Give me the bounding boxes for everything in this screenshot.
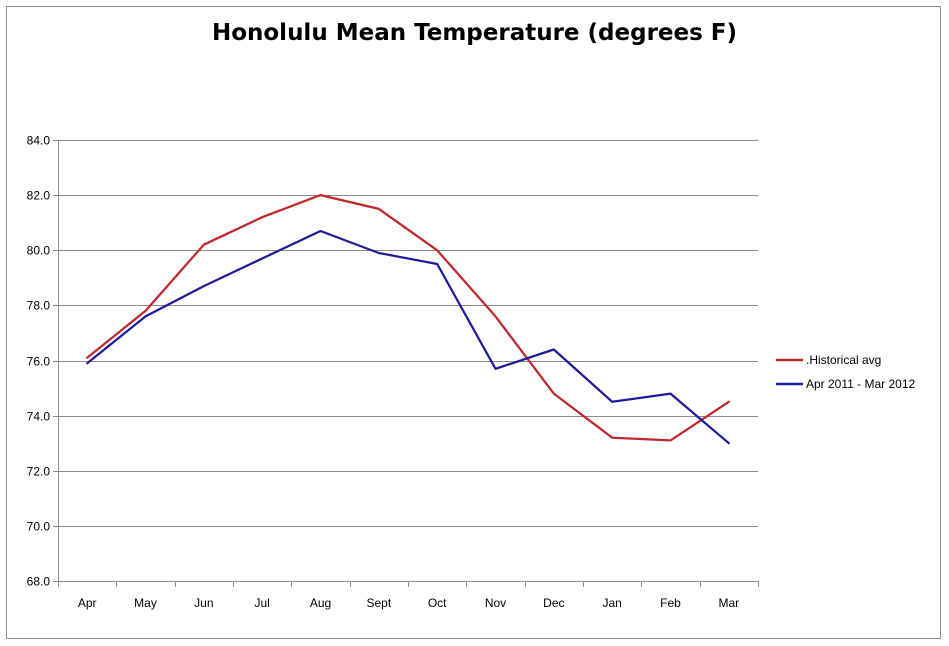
x-tick-label: Jun bbox=[194, 596, 213, 610]
gridlines bbox=[58, 140, 758, 527]
series-line-1 bbox=[86, 193, 730, 442]
x-tick-label: Dec bbox=[543, 596, 564, 610]
y-tick-label: 70.0 bbox=[27, 520, 51, 534]
x-tick-label: May bbox=[134, 596, 157, 610]
legend-label: Apr 2011 - Mar 2012 bbox=[806, 377, 915, 391]
axes bbox=[53, 140, 759, 587]
legend: .Historical avg Apr 2011 - Mar 2012 bbox=[776, 353, 915, 391]
chart-area bbox=[6, 6, 941, 639]
y-tick-label: 68.0 bbox=[27, 575, 51, 589]
x-tick-label: Feb bbox=[660, 596, 681, 610]
x-axis-tick-labels: Apr May Jun Jul Aug Sept Oct Nov Dec Jan Feb Mar bbox=[78, 596, 739, 610]
x-tick-label: Oct bbox=[428, 596, 447, 610]
y-tick-label: 82.0 bbox=[27, 189, 51, 203]
series-line-2 bbox=[86, 229, 730, 445]
chart-title: Honolulu Mean Temperature (degrees F) bbox=[211, 20, 738, 46]
x-tick-label: Aug bbox=[310, 596, 331, 610]
y-tick-label: 78.0 bbox=[27, 299, 51, 313]
y-axis-tick-labels: 68.0 70.0 72.0 74.0 76.0 78.0 80.0 82.0 84.0 bbox=[27, 134, 51, 589]
y-tick-label: 84.0 bbox=[27, 134, 51, 148]
legend-label: .Historical avg bbox=[806, 353, 881, 367]
x-tick-label: Jan bbox=[602, 596, 621, 610]
x-tick-label: Mar bbox=[718, 596, 739, 610]
series-lines bbox=[86, 193, 730, 445]
x-tick-label: Sept bbox=[366, 596, 391, 610]
x-tick-label: Nov bbox=[485, 596, 506, 610]
y-tick-label: 72.0 bbox=[27, 465, 51, 479]
x-tick-label: Apr bbox=[78, 596, 97, 610]
y-tick-label: 76.0 bbox=[27, 355, 51, 369]
x-tick-label: Jul bbox=[254, 596, 269, 610]
y-tick-label: 74.0 bbox=[27, 410, 51, 424]
y-tick-label: 80.0 bbox=[27, 244, 51, 258]
